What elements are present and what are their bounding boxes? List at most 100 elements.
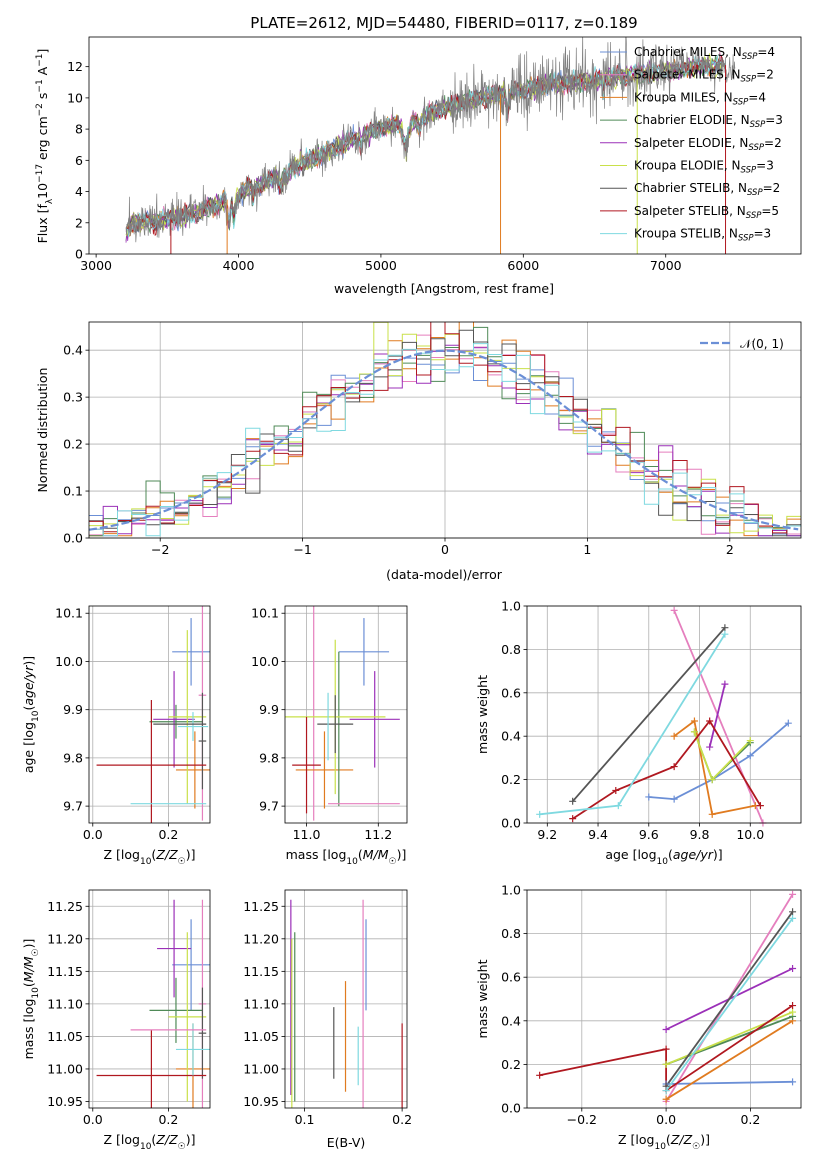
x-tick-label: −2 [151,542,169,557]
y-axis-label: mass [log10(M/M☉)] [21,939,41,1060]
x-tick-label: 0.2 [740,1112,760,1127]
panel-mass_vs_Z: 0.0 0.2 10.95 11.00 11.05 11.10 11.15 11.20 11.2… [21,889,211,1152]
y-tick-label: 9.9 [63,702,83,717]
weight-marker [789,914,797,922]
weight-marker [706,717,714,725]
legend: Chabrier MILES, NSSP=4 Salpeter MILES, NS… [600,45,783,244]
panel-age_vs_mass: 11.0 11.2 9.7 9.8 9.9 10.0 10.1 mass [log10(M/M… [251,605,408,867]
weight-marker [789,1008,797,1016]
x-tick-label: 0.1 [295,1112,315,1127]
weight-marker [536,810,544,818]
weight-line-kroupa-miles [665,1020,794,1101]
y-tick-label: 0.4 [63,343,83,358]
x-axis-label: (data-model)/error [386,567,503,582]
legend-label: Kroupa ELODIE, NSSP=3 [634,159,774,176]
y-tick-label: 0.0 [501,816,521,831]
y-tick-label: 10.0 [55,654,83,669]
x-axis-label: Z [log10(Z/Z☉)] [618,1132,710,1152]
y-tick-label: 10.0 [251,654,279,669]
weight-marker [721,630,729,638]
y-tick-label: 11.20 [243,931,279,946]
y-tick-label: 11.25 [47,899,83,914]
x-tick-label: 0.2 [158,827,178,842]
plot-area [539,609,789,823]
weight-marker [536,1071,544,1079]
y-tick-label: 0.3 [63,390,83,405]
panel-weight_vs_age: 9.2 9.4 9.6 9.8 10.0 0.0 0.2 0.4 0.6 0.8 1.0 age [l… [475,599,802,867]
chart-title: PLATE=2612, MJD=54480, FIBERID=0117, z=0… [250,14,637,32]
y-axis-label: Normed distribution [35,368,50,493]
weight-marker [670,763,678,771]
normal-curve [89,349,799,531]
y-tick-label: 8 [75,122,83,137]
weight-marker [708,776,716,784]
y-tick-label: 10.1 [251,606,279,621]
x-axis-label: age [log10(age/yr)] [605,847,722,867]
x-tick-label: 11.2 [364,827,392,842]
y-tick-label: 11.15 [47,964,83,979]
histogram-chabrier-stelib [89,329,801,537]
weight-marker [670,795,678,803]
y-axis-label: Flux [fλ10−17 erg cm−2 s−1 A−1] [35,49,55,244]
y-tick-label: 9.9 [259,702,279,717]
x-tick-label: 6000 [507,258,539,273]
weight-marker [721,624,729,632]
y-tick-label: 0.8 [501,642,521,657]
weight-marker [612,786,620,794]
y-tick-label: 11.00 [47,1061,83,1076]
legend-label: Chabrier MILES, NSSP=4 [634,45,775,62]
panel-spectrum: 3000 4000 5000 6000 7000 0 2 4 6 8 10 12 PLATE=2612,… [35,14,802,296]
weight-marker [662,1060,670,1068]
weight-marker [789,1002,797,1010]
y-tick-label: 11.10 [47,996,83,1011]
weight-marker [614,802,622,810]
legend-label: Kroupa MILES, NSSP=4 [634,90,766,107]
y-tick-label: 12 [67,59,83,74]
weight-marker [721,680,729,688]
panel-age_vs_Z: 0.0 0.2 9.7 9.8 9.9 10.0 10.1 Z [log10(Z/Z☉)] ag… [21,605,211,867]
weight-line-kroupa-stelib [665,917,794,1092]
x-tick-label: 0.0 [83,827,103,842]
y-tick-label: 11.05 [47,1029,83,1044]
plot-area [89,322,801,537]
x-tick-label: 0.2 [392,1112,412,1127]
plot-area [539,893,794,1102]
x-axis-label: E(B-V) [327,1135,366,1150]
y-tick-label: 4 [75,184,83,199]
y-axis-label: mass weight [475,959,490,1038]
axes-frame [88,321,802,539]
weight-line-salpeter-miles [673,609,764,823]
legend-label: 𝒩(0, 1) [740,337,784,351]
weight-marker [569,797,577,805]
axes-frame [88,605,211,824]
legend-label: Kroupa STELIB, NSSP=3 [634,227,771,244]
y-tick-label: 0.0 [501,1101,521,1116]
y-tick-label: 0.2 [63,437,83,452]
weight-marker [784,719,792,727]
y-tick-label: 0.6 [501,685,521,700]
y-tick-label: 9.7 [63,799,83,814]
panel-weight_vs_Z: −0.2 0.0 0.2 0.0 0.2 0.4 0.6 0.8 1.0 Z [log10(Z/Z… [475,883,802,1152]
y-tick-label: 11.25 [243,899,279,914]
weight-marker [670,732,678,740]
weight-marker [690,728,698,736]
y-tick-label: 11.00 [243,1061,279,1076]
y-tick-label: 2 [75,215,83,230]
weight-marker [756,802,764,810]
y-tick-label: 0.8 [501,926,521,941]
x-axis-label: Z [log10(Z/Z☉)] [104,847,196,867]
weight-line-chabrier-miles [666,1080,793,1085]
y-tick-label: 0.4 [501,729,521,744]
plot-area [96,899,210,1108]
weight-line-chabrier-stelib [665,911,794,1087]
legend-label: Chabrier STELIB, NSSP=2 [634,181,780,198]
weight-line-chabrier-stelib [572,627,726,802]
legend-label: Salpeter MILES, NSSP=2 [634,68,774,85]
weight-marker [789,890,797,898]
y-tick-label: 10.95 [47,1094,83,1109]
y-tick-label: 10 [67,90,83,105]
weight-marker [690,717,698,725]
x-tick-label: 2 [726,542,734,557]
y-tick-label: 10.1 [55,606,83,621]
